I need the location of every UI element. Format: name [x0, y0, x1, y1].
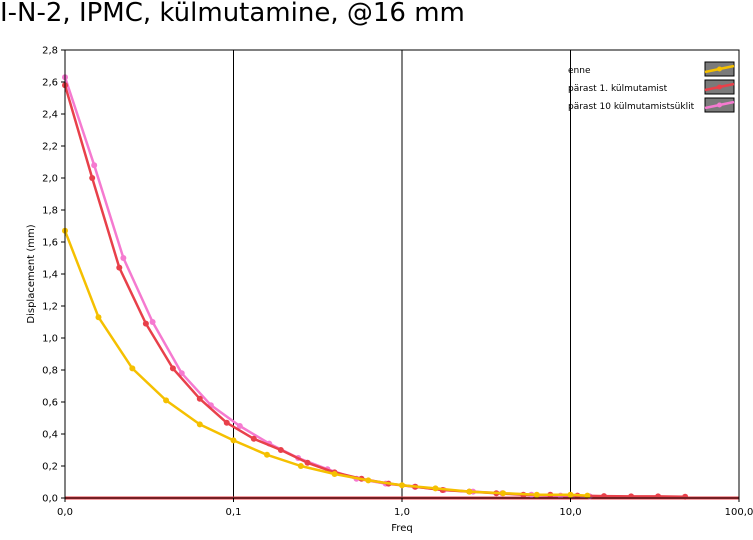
y-tick-label: 1,2	[42, 302, 58, 313]
data-point	[584, 492, 591, 499]
x-tick-label: 0,0	[57, 507, 73, 518]
data-point	[169, 365, 176, 372]
y-tick-label: 2,0	[42, 174, 58, 185]
data-point	[250, 435, 257, 442]
y-tick-label: 1,6	[42, 238, 58, 249]
y-tick-label: 2,2	[42, 142, 58, 153]
legend-swatch-marker	[717, 102, 722, 108]
y-tick-label: 0,0	[42, 494, 58, 505]
legend-swatch-marker	[717, 66, 722, 72]
data-point	[120, 255, 127, 261]
y-axis-label: Displacement (mm)	[26, 224, 37, 323]
data-point	[196, 395, 203, 402]
x-tick-label: 10,0	[559, 507, 581, 518]
data-point	[91, 162, 98, 169]
data-point	[567, 491, 574, 498]
data-point	[223, 419, 230, 426]
tick-labels: 0,0 0,1 1,0 10,0 100,0 0,0 0,2 0,4 0,6 0,8 1,0 1,2 1…	[42, 46, 753, 519]
y-tick-label: 1,0	[42, 334, 58, 345]
data-point	[533, 491, 540, 498]
y-tick-label: 1,8	[42, 206, 58, 217]
y-tick-label: 2,6	[42, 78, 58, 89]
data-point	[297, 463, 304, 469]
y-tick-label: 0,6	[42, 398, 58, 409]
legend-label: pärast 10 külmutamistsüklit	[568, 102, 695, 112]
data-point	[304, 459, 311, 466]
data-point	[500, 490, 507, 497]
x-tick-label: 1,0	[394, 507, 410, 518]
data-point	[331, 471, 338, 477]
grid-lines	[233, 50, 571, 498]
legend-swatch-marker	[717, 84, 722, 90]
x-tick-label: 0,1	[226, 507, 242, 518]
y-tick-label: 0,8	[42, 366, 58, 377]
data-point	[129, 365, 136, 372]
y-tick-label: 0,4	[42, 430, 58, 441]
x-axis-label: Freq	[391, 523, 412, 534]
data-point	[163, 397, 170, 404]
x-tick-label: 100,0	[725, 507, 753, 518]
legend: enne pärast 1. külmutamist pärast 10 külmu…	[568, 61, 735, 113]
data-point	[89, 175, 96, 181]
data-point	[466, 488, 473, 495]
data-point	[178, 370, 185, 377]
y-tick-label: 2,4	[42, 110, 58, 121]
chart-title: I-N-2, IPMC, külmutamine, @16 mm	[0, 0, 465, 28]
data-point	[432, 485, 439, 492]
data-point	[399, 482, 405, 489]
data-point	[230, 437, 237, 444]
y-tick-label: 1,4	[42, 270, 58, 281]
data-point	[149, 319, 156, 325]
data-point	[365, 477, 372, 484]
data-point	[277, 447, 284, 453]
data-point	[116, 264, 123, 271]
data-point	[95, 314, 102, 321]
data-point	[196, 421, 203, 428]
legend-label: pärast 1. külmutamist	[568, 84, 668, 94]
data-point	[142, 320, 149, 327]
data-point	[236, 423, 243, 429]
data-point	[682, 493, 689, 500]
y-tick-label: 0,2	[42, 462, 58, 473]
data-point	[263, 451, 270, 458]
legend-label: enne	[568, 66, 591, 76]
series-layer	[62, 74, 689, 500]
y-tick-label: 2,8	[42, 46, 58, 57]
